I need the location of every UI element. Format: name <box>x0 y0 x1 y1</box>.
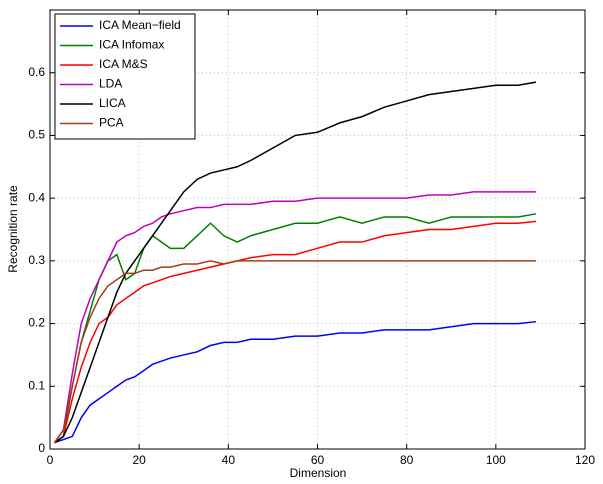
x-tick-label: 40 <box>222 453 236 467</box>
y-tick-label: 0 <box>38 441 45 455</box>
x-tick-label: 120 <box>575 453 595 467</box>
y-axis-label: Recognition rate <box>6 185 20 273</box>
series-line <box>54 320 537 444</box>
legend-label: ICA Infomax <box>99 38 164 52</box>
y-tick-label: 0.1 <box>28 378 45 392</box>
legend-label: ICA Mean−field <box>99 18 181 32</box>
series-line <box>54 81 537 444</box>
legend-label: LICA <box>99 96 126 110</box>
series-line <box>53 191 536 444</box>
x-tick-label: 0 <box>47 453 54 467</box>
legend-label: PCA <box>99 116 124 130</box>
legend-label: ICA M&S <box>99 57 148 71</box>
y-tick-label: 0.2 <box>28 316 45 330</box>
legend-box <box>54 13 196 140</box>
x-tick-label: 60 <box>311 453 325 467</box>
series-line <box>54 220 537 444</box>
x-axis-label: Dimension <box>290 466 347 480</box>
x-tick-label: 100 <box>486 453 506 467</box>
series-line <box>53 260 536 444</box>
x-tick-label: 80 <box>400 453 414 467</box>
y-tick-label: 0.5 <box>28 128 45 142</box>
x-tick-label: 20 <box>132 453 146 467</box>
y-tick-label: 0.4 <box>28 190 45 204</box>
legend-label: LDA <box>99 77 122 91</box>
y-tick-label: 0.3 <box>28 253 45 267</box>
axes-box <box>49 9 586 450</box>
y-tick-label: 0.6 <box>28 65 45 79</box>
